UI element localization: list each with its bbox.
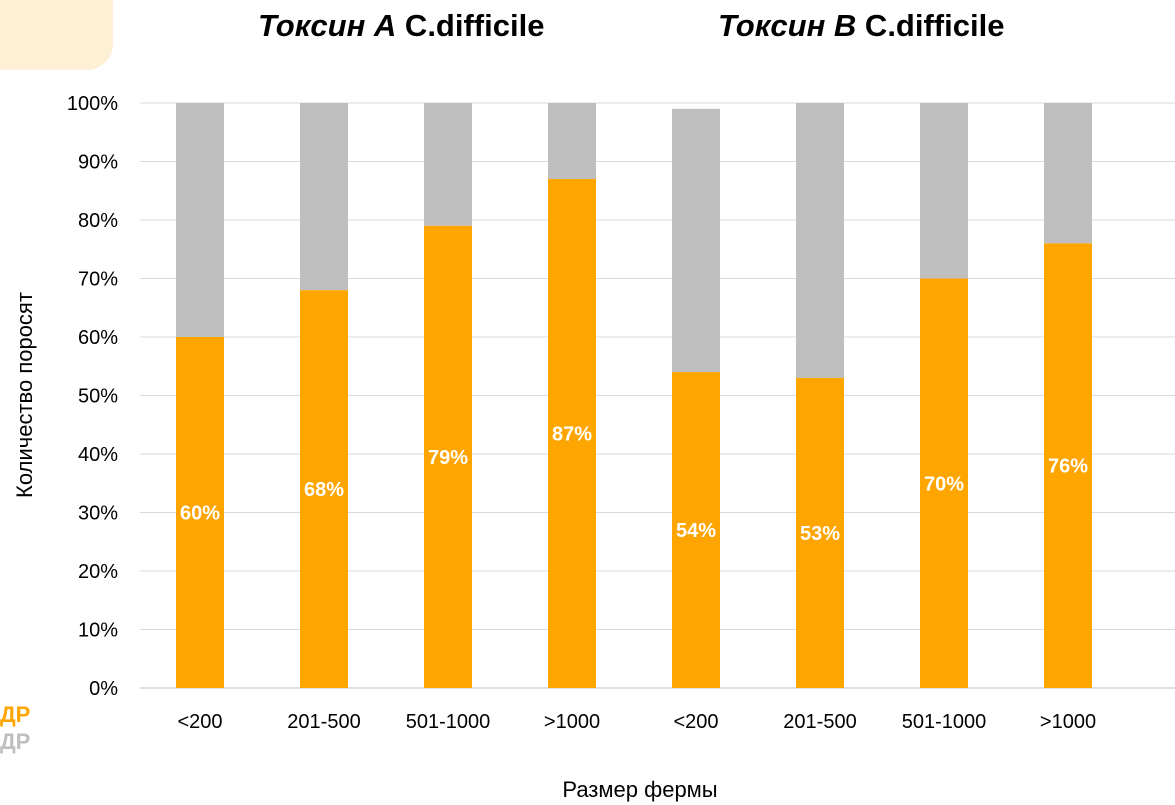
data-label: 54% xyxy=(676,520,716,542)
bar-positive xyxy=(548,179,596,689)
bar-positive xyxy=(672,372,720,688)
x-tick-label: <200 xyxy=(177,711,222,733)
bar-positive xyxy=(920,278,968,688)
x-tick-label: >1000 xyxy=(1040,711,1096,733)
y-axis-title: Количество поросят xyxy=(12,292,37,498)
x-tick-label: 501-1000 xyxy=(902,711,987,733)
chart-title-toxin-b: Токсин B C.difficile xyxy=(718,8,1004,44)
y-tick-label: 90% xyxy=(78,152,118,174)
x-tick-label: 201-500 xyxy=(783,711,856,733)
x-tick-label: >1000 xyxy=(544,711,600,733)
bar-positive xyxy=(424,225,472,688)
panel-badge: A xyxy=(0,0,113,70)
legend-fragment-positive: ДР xyxy=(0,702,31,727)
bar-positive xyxy=(1044,243,1092,688)
bar-negative xyxy=(920,103,968,279)
title-a-bold: C.difficile xyxy=(396,8,545,43)
data-label: 70% xyxy=(924,473,964,495)
bar-positive xyxy=(796,377,844,688)
data-label: 79% xyxy=(428,447,468,469)
y-tick-label: 20% xyxy=(78,561,118,583)
data-label: 87% xyxy=(552,424,592,446)
y-tick-label: 50% xyxy=(78,386,118,408)
y-tick-label: 0% xyxy=(89,678,118,700)
bar-negative xyxy=(796,103,844,378)
y-tick-label: 100% xyxy=(67,93,118,115)
data-label: 76% xyxy=(1048,456,1088,478)
x-tick-label: 501-1000 xyxy=(406,711,491,733)
title-a-italic: Токсин A xyxy=(258,8,397,43)
y-tick-label: 80% xyxy=(78,210,118,232)
bar-positive xyxy=(176,337,224,688)
chart-title-toxin-a: Токсин A C.difficile xyxy=(258,8,544,44)
y-tick-label: 10% xyxy=(78,620,118,642)
x-axis-title: Размер фермы xyxy=(562,777,717,802)
data-label: 53% xyxy=(800,523,840,545)
x-tick-label: 201-500 xyxy=(287,711,360,733)
y-tick-label: 40% xyxy=(78,444,118,466)
y-tick-label: 30% xyxy=(78,503,118,525)
y-tick-label: 60% xyxy=(78,327,118,349)
bar-positive xyxy=(300,290,348,688)
legend-fragment-negative: ДР xyxy=(0,729,31,754)
data-label: 68% xyxy=(304,479,344,501)
bar-negative xyxy=(300,103,348,291)
x-tick-label: <200 xyxy=(673,711,718,733)
bar-negative xyxy=(548,103,596,180)
title-b-italic: Токсин B xyxy=(718,8,857,43)
bar-negative xyxy=(424,103,472,226)
title-b-bold: C.difficile xyxy=(856,8,1005,43)
y-tick-label: 70% xyxy=(78,269,118,291)
bar-negative xyxy=(672,108,720,373)
data-label: 60% xyxy=(180,503,220,525)
bar-negative xyxy=(1044,103,1092,244)
bar-negative xyxy=(176,103,224,337)
